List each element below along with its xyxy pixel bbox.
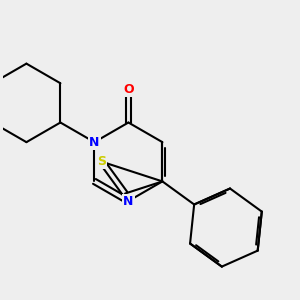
Text: O: O (123, 82, 134, 96)
Text: N: N (89, 136, 100, 148)
Text: N: N (123, 194, 134, 208)
Text: S: S (98, 155, 106, 168)
